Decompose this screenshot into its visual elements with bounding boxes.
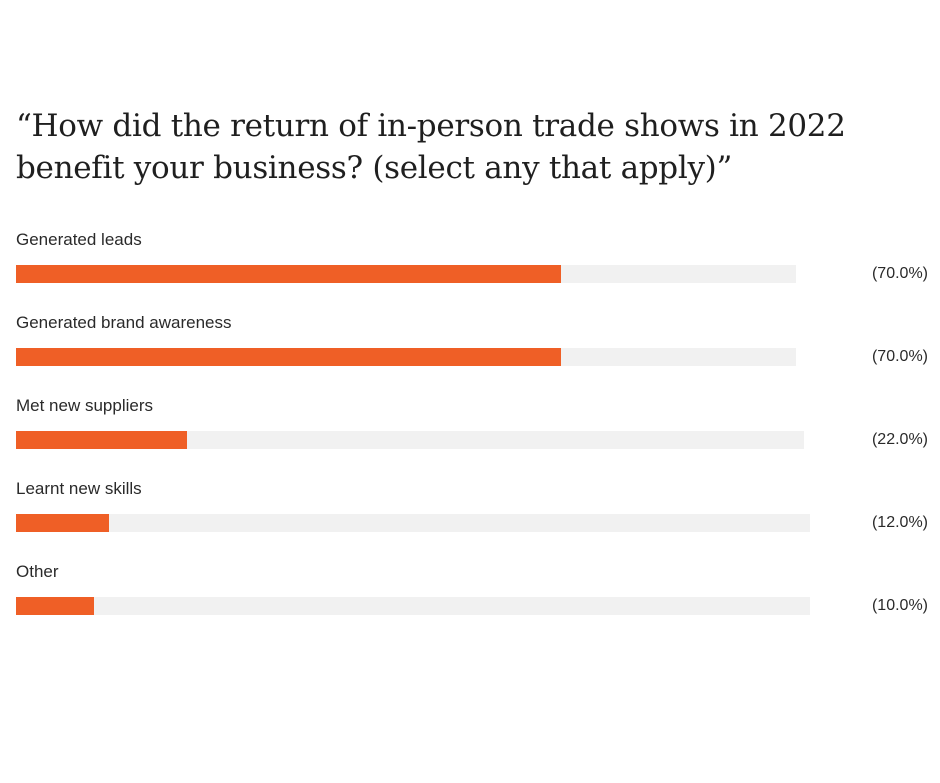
bar-category-label: Generated leads bbox=[16, 230, 142, 249]
bar-category-label: Generated brand awareness bbox=[16, 313, 232, 332]
bar bbox=[16, 597, 94, 615]
chart-title-line-1: “How did the return of in-person trade s… bbox=[16, 108, 846, 144]
bar-category-label: Learnt new skills bbox=[16, 479, 142, 498]
bar-track bbox=[16, 431, 804, 449]
bar bbox=[16, 265, 561, 283]
bar-track bbox=[16, 514, 810, 532]
bar-track bbox=[16, 348, 796, 366]
bar-category-label: Other bbox=[16, 562, 59, 581]
chart-title: “How did the return of in-person trade s… bbox=[16, 105, 916, 189]
bar bbox=[16, 431, 187, 449]
bar bbox=[16, 514, 109, 532]
bar-category-label: Met new suppliers bbox=[16, 396, 154, 415]
bar-value-label: (10.0%) bbox=[871, 597, 928, 614]
chart-title-line-2: benefit your business? (select any that … bbox=[16, 150, 733, 186]
bar-value-label: (70.0%) bbox=[871, 265, 928, 282]
bar-value-label: (70.0%) bbox=[871, 348, 928, 365]
bar-value-label: (22.0%) bbox=[871, 431, 928, 448]
bar-track bbox=[16, 265, 796, 283]
bar bbox=[16, 348, 561, 366]
bar-track bbox=[16, 597, 810, 615]
bar-value-label: (12.0%) bbox=[871, 514, 928, 531]
